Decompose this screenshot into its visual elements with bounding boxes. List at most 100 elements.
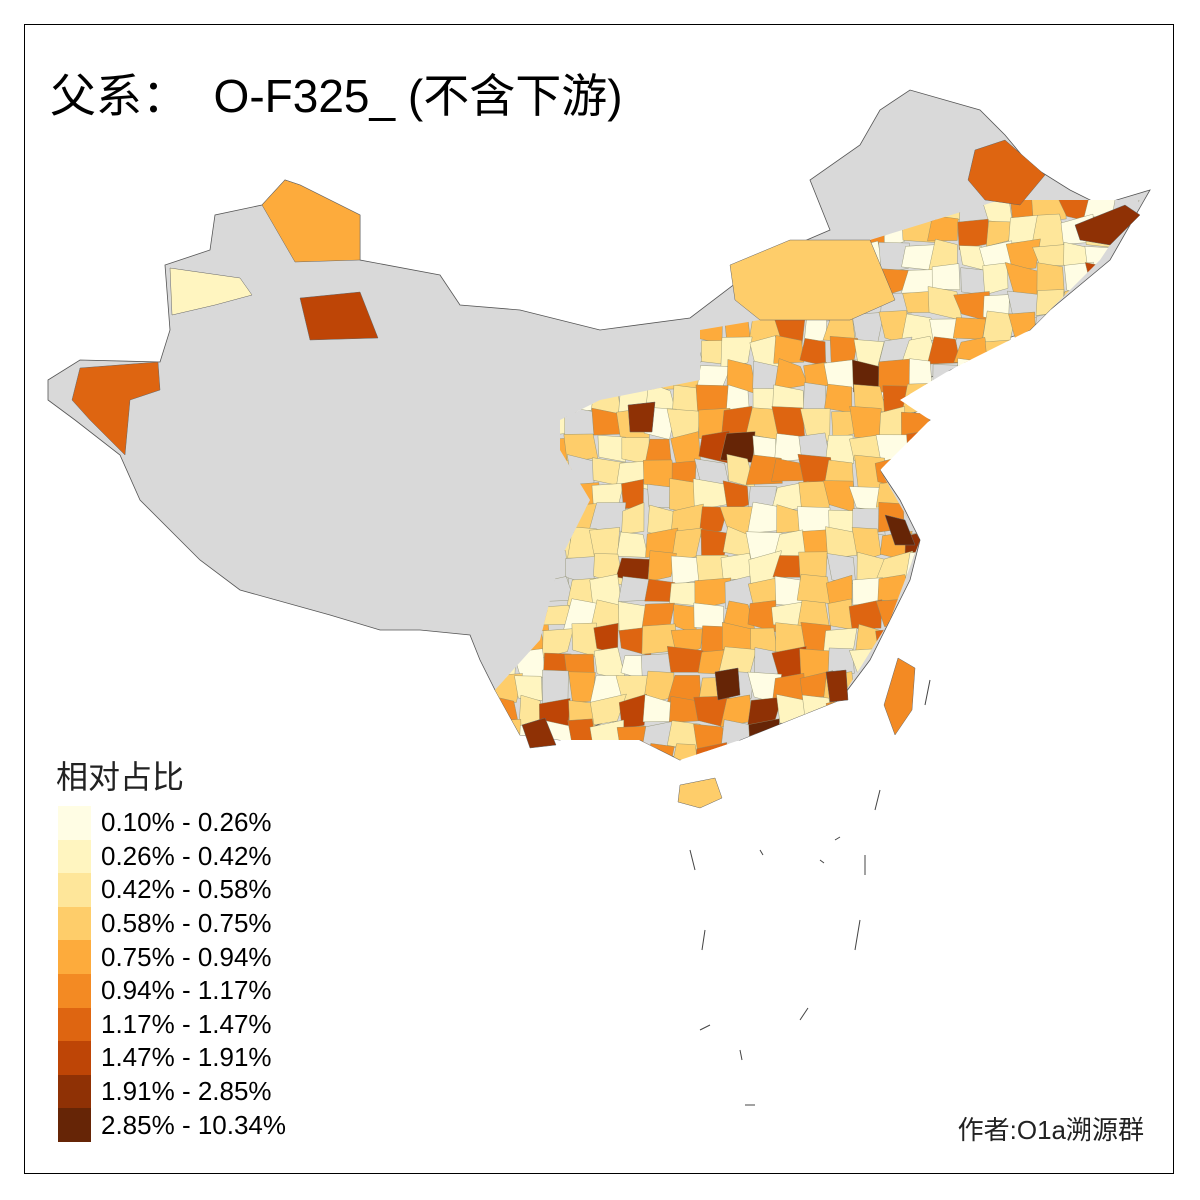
region-cell bbox=[542, 628, 574, 658]
region-cell bbox=[823, 627, 858, 653]
region-cell bbox=[495, 261, 515, 294]
region-cell bbox=[1062, 527, 1090, 562]
region-cell bbox=[727, 213, 749, 248]
region-cell bbox=[928, 455, 964, 484]
legend-label: 0.58% - 0.75% bbox=[101, 908, 272, 939]
region-cell bbox=[956, 649, 986, 680]
region-cell bbox=[642, 214, 679, 249]
legend-label: 0.94% - 1.17% bbox=[101, 975, 272, 1006]
region-cell bbox=[698, 216, 731, 248]
region-cell bbox=[1036, 262, 1065, 295]
region-cell bbox=[1034, 719, 1069, 750]
region-cell bbox=[934, 573, 965, 607]
region-cell bbox=[1083, 386, 1121, 417]
region-cell bbox=[495, 200, 521, 224]
region-cell bbox=[1111, 263, 1140, 295]
region-cell bbox=[773, 746, 809, 760]
region-cell bbox=[566, 286, 598, 320]
heilongjiang-east-region bbox=[1074, 204, 1141, 246]
region-cell bbox=[779, 724, 807, 751]
region-cell bbox=[1011, 723, 1038, 754]
region-cell bbox=[621, 745, 649, 760]
region-cell bbox=[957, 505, 989, 537]
region-cell bbox=[981, 432, 1016, 461]
region-cell bbox=[796, 574, 832, 604]
region-cell bbox=[979, 503, 1015, 538]
region-cell bbox=[875, 627, 910, 655]
region-cell bbox=[1083, 480, 1118, 511]
region-cell bbox=[1109, 676, 1140, 704]
region-cell bbox=[985, 339, 1011, 367]
legend-swatch bbox=[58, 1007, 91, 1042]
region-cell bbox=[1144, 577, 1173, 603]
region-cell bbox=[770, 200, 802, 223]
region-cell bbox=[953, 743, 989, 760]
region-cell bbox=[670, 291, 703, 315]
legend-swatch bbox=[58, 1074, 91, 1109]
region-cell bbox=[800, 742, 827, 760]
region-cell bbox=[1061, 412, 1095, 440]
region-cell bbox=[927, 528, 960, 561]
map-frame bbox=[24, 24, 1174, 1174]
region-cell bbox=[1083, 509, 1119, 537]
region-cell bbox=[878, 745, 906, 760]
region-cell bbox=[1139, 480, 1140, 512]
region-cell bbox=[589, 200, 627, 226]
region-cell bbox=[1112, 743, 1140, 760]
region-cell bbox=[1058, 579, 1093, 607]
region-cell bbox=[648, 289, 677, 320]
region-cell bbox=[1057, 432, 1087, 462]
region-cell bbox=[1058, 387, 1095, 417]
region-cell bbox=[1114, 582, 1140, 603]
region-cell bbox=[953, 382, 989, 413]
region-cell bbox=[1110, 291, 1140, 317]
region-cell bbox=[647, 550, 677, 583]
region-cell bbox=[979, 458, 1015, 490]
region-cell bbox=[1059, 458, 1093, 490]
region-cell bbox=[979, 744, 1016, 760]
region-cell bbox=[1060, 623, 1093, 656]
region-cell bbox=[563, 433, 599, 462]
legend-swatch bbox=[58, 839, 91, 874]
region-cell bbox=[1114, 531, 1140, 561]
region-cell bbox=[1059, 287, 1095, 321]
region-cell bbox=[542, 669, 569, 704]
xinjiang-yellow-region bbox=[169, 267, 253, 316]
region-cell bbox=[987, 623, 1016, 654]
region-cell bbox=[698, 243, 731, 268]
region-cell bbox=[669, 200, 702, 223]
region-cell bbox=[589, 286, 626, 319]
heilongjiang-north-region bbox=[967, 139, 1046, 206]
taiwan-region bbox=[883, 657, 916, 736]
region-cell bbox=[722, 744, 756, 760]
region-cell bbox=[1137, 720, 1140, 752]
hainan-region bbox=[677, 777, 723, 809]
region-cell bbox=[752, 214, 780, 247]
region-cell bbox=[1060, 741, 1091, 760]
region-cell bbox=[1058, 723, 1092, 751]
region-cell bbox=[1031, 623, 1067, 655]
region-cell bbox=[1085, 741, 1116, 760]
region-cell bbox=[669, 743, 700, 760]
region-cell bbox=[983, 484, 1011, 512]
legend: 0.10% - 0.26% 0.26% - 0.42% 0.42% - 0.58% 0… bbox=[58, 806, 286, 1142]
region-cell bbox=[1035, 577, 1067, 605]
region-cell bbox=[1142, 504, 1170, 537]
region-cell bbox=[1035, 672, 1068, 703]
region-cell bbox=[981, 672, 1016, 704]
region-cell bbox=[698, 506, 729, 536]
legend-item: 0.10% - 0.26% bbox=[58, 806, 286, 840]
region-cell bbox=[1135, 553, 1140, 581]
region-cell bbox=[1005, 238, 1041, 271]
region-cell bbox=[850, 723, 885, 752]
region-cell bbox=[542, 265, 572, 298]
region-cell bbox=[958, 530, 982, 557]
region-cell bbox=[1137, 457, 1140, 489]
region-cell bbox=[1088, 362, 1121, 391]
region-cell bbox=[1005, 646, 1042, 678]
region-cell bbox=[1005, 431, 1041, 466]
region-cell bbox=[572, 742, 597, 760]
region-cell bbox=[827, 598, 854, 630]
region-cell bbox=[597, 434, 626, 463]
region-cell bbox=[1083, 456, 1117, 488]
